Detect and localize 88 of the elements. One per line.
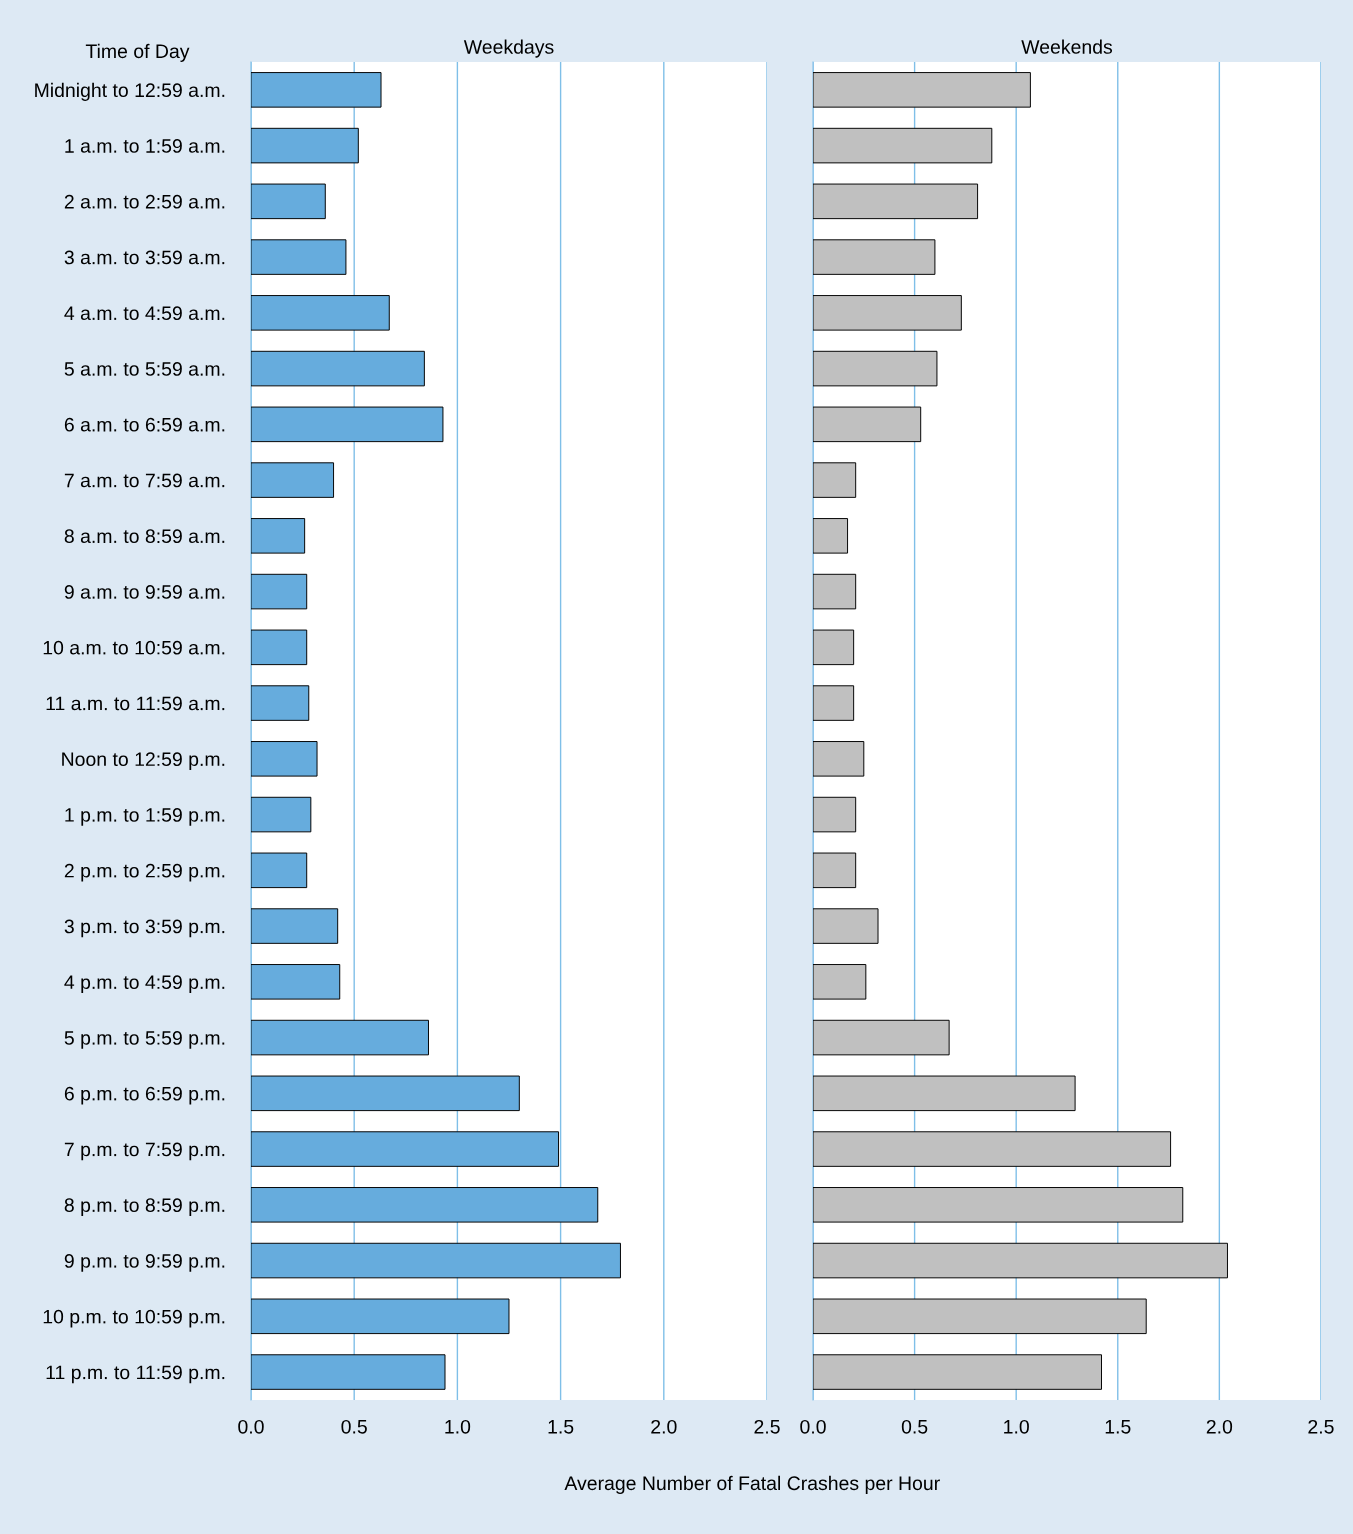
x-tick-label: 2.5	[754, 1419, 780, 1434]
y-tick-label: 3 p.m. to 3:59 p.m.	[64, 919, 225, 938]
bar	[250, 462, 335, 498]
y-tick-label: 9 a.m. to 9:59 a.m.	[64, 585, 225, 599]
y-axis-title: Time of Day	[85, 43, 190, 62]
bar	[813, 796, 857, 833]
y-tick-label: Midnight to 12:59 a.m.	[35, 82, 225, 101]
bar	[250, 183, 326, 220]
bar	[250, 239, 347, 275]
bar	[813, 295, 962, 331]
x-tick-label: 1.5	[1105, 1420, 1131, 1434]
bar	[250, 295, 390, 331]
bar	[813, 964, 867, 1000]
y-tick-label: 10 a.m. to 10:59 a.m.	[43, 640, 225, 655]
y-tick-label: 8 a.m. to 8:59 a.m.	[64, 529, 225, 544]
bar	[250, 741, 318, 777]
y-tick-label: 6 p.m. to 6:59 p.m.	[64, 1086, 225, 1105]
y-tick-label: 9 p.m. to 9:59 p.m.	[64, 1254, 225, 1272]
bar	[813, 1075, 1076, 1112]
y-tick-label: 6 a.m. to 6:59 a.m.	[64, 417, 225, 432]
bar	[813, 406, 922, 443]
bar	[250, 852, 308, 889]
bar	[813, 518, 849, 554]
x-tick-label: 0.0	[238, 1419, 264, 1434]
bar	[250, 796, 312, 833]
bar	[813, 1187, 1184, 1223]
bar	[813, 852, 857, 889]
x-tick-label: 0.5	[901, 1419, 928, 1434]
bar	[250, 1131, 560, 1167]
bar	[250, 72, 382, 108]
y-tick-label: 7 p.m. to 7:59 p.m.	[64, 1142, 225, 1161]
y-tick-label: 10 p.m. to 10:59 p.m.	[43, 1309, 225, 1328]
bar	[813, 127, 993, 164]
bar	[813, 629, 855, 666]
y-tick-label: 11 a.m. to 11:59 a.m.	[46, 696, 225, 711]
bar	[813, 741, 865, 777]
y-tick-label: 2 a.m. to 2:59 a.m.	[64, 194, 225, 209]
bar	[813, 685, 855, 721]
x-axis-title: Average Number of Fatal Crashes per Hour	[564, 1475, 940, 1494]
x-tick-label: 2.5	[1308, 1419, 1334, 1434]
x-tick-label: 1.5	[548, 1420, 574, 1434]
y-tick-label: Noon to 12:59 p.m.	[62, 752, 225, 770]
bar	[813, 573, 857, 610]
bar	[250, 1354, 446, 1390]
bar	[813, 1298, 1147, 1335]
y-tick-label: 4 a.m. to 4:59 a.m.	[64, 306, 225, 321]
chart-title: Weekdays	[463, 39, 554, 58]
bar	[250, 573, 308, 610]
y-tick-label: 1 a.m. to 1:59 a.m.	[65, 139, 225, 153]
bar	[813, 1019, 950, 1056]
y-tick-label: 5 a.m. to 5:59 a.m.	[64, 362, 225, 376]
y-tick-label: 1 p.m. to 1:59 p.m.	[65, 808, 225, 826]
bar	[250, 406, 444, 443]
y-tick-label: 4 p.m. to 4:59 p.m.	[64, 975, 225, 993]
y-tick-label: 8 p.m. to 8:59 p.m.	[64, 1198, 225, 1216]
bar	[813, 239, 936, 275]
x-tick-label: 1.0	[1004, 1419, 1029, 1434]
bar	[813, 1131, 1172, 1167]
y-tick-label: 11 p.m. to 11:59 p.m.	[46, 1365, 225, 1384]
bar	[250, 518, 306, 554]
y-tick-label: 3 a.m. to 3:59 a.m.	[64, 250, 225, 265]
bar	[813, 72, 1031, 108]
bar	[250, 350, 425, 387]
y-tick-label: 5 p.m. to 5:59 p.m.	[64, 1031, 225, 1049]
bar	[250, 1187, 599, 1223]
bar	[250, 964, 341, 1000]
bar	[813, 908, 879, 944]
bar	[250, 1242, 621, 1279]
bar	[250, 1298, 510, 1335]
bar	[250, 1019, 429, 1056]
x-tick-label: 1.0	[445, 1419, 471, 1434]
bar	[250, 629, 308, 666]
bar	[250, 1075, 520, 1112]
bar	[813, 462, 857, 498]
x-tick-label: 0.5	[341, 1419, 367, 1434]
bar	[813, 183, 979, 220]
y-tick-label: 2 p.m. to 2:59 p.m.	[64, 863, 225, 882]
bar	[813, 350, 938, 387]
x-tick-label: 0.0	[800, 1419, 826, 1434]
y-tick-label: 7 a.m. to 7:59 a.m.	[64, 473, 225, 488]
bar	[250, 127, 359, 164]
chart-title: Weekends	[1021, 39, 1113, 54]
bar	[250, 908, 339, 944]
bar	[813, 1242, 1228, 1279]
bar	[813, 1354, 1102, 1390]
x-tick-label: 2.0	[1206, 1419, 1233, 1434]
bar	[250, 685, 310, 721]
x-tick-label: 2.0	[651, 1419, 677, 1434]
